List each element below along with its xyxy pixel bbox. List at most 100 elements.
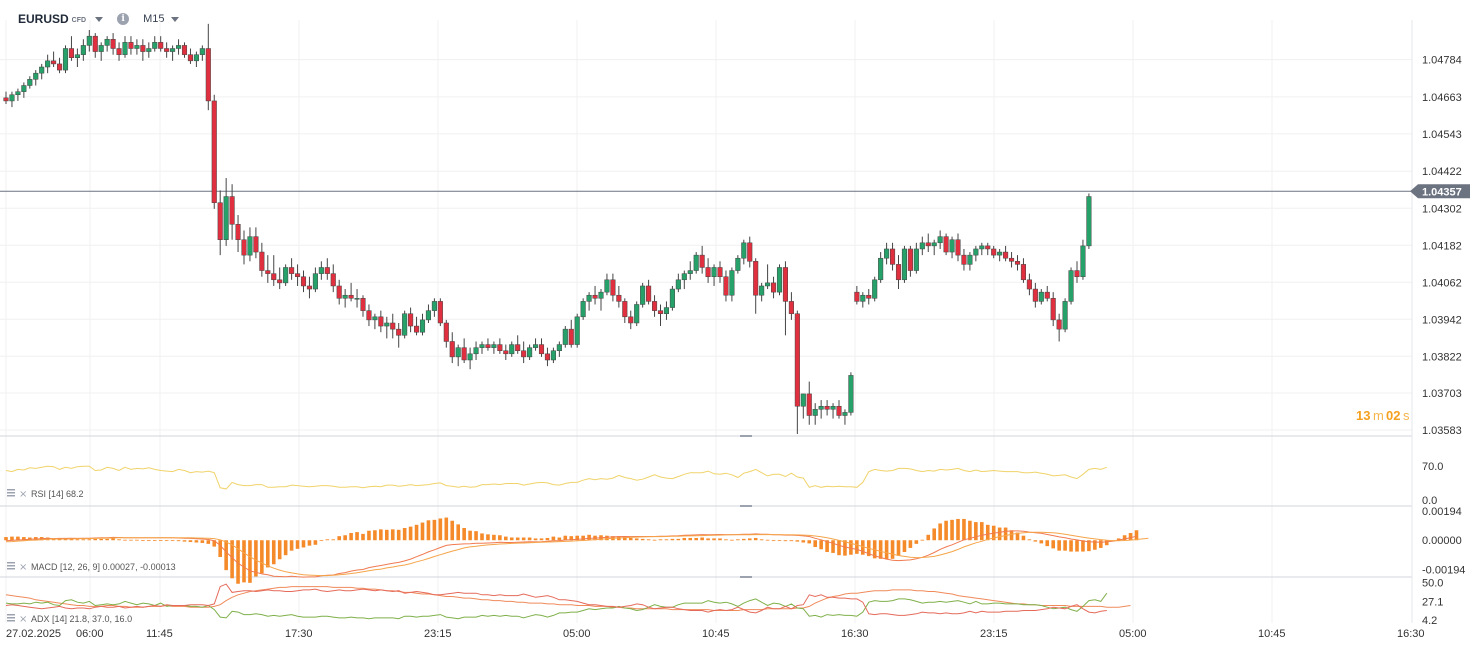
countdown-minutes: 13 bbox=[1356, 408, 1370, 423]
candle-body bbox=[937, 236, 943, 244]
candle-body bbox=[604, 279, 610, 293]
rsi-menu-icon[interactable] bbox=[7, 495, 15, 497]
candle-body bbox=[943, 236, 949, 253]
macd-histogram-bar bbox=[492, 534, 496, 541]
candle-body bbox=[901, 248, 908, 281]
panel-resize-handle[interactable] bbox=[740, 435, 752, 437]
timeframe-select[interactable]: M15 bbox=[143, 13, 165, 25]
candle bbox=[473, 341, 479, 360]
candle-body bbox=[919, 242, 925, 250]
candle bbox=[33, 70, 39, 86]
candle-body bbox=[1003, 251, 1009, 259]
candle bbox=[300, 270, 307, 293]
timeframe-chevron-down-icon[interactable] bbox=[171, 16, 180, 22]
candle bbox=[556, 341, 562, 357]
candle-body bbox=[824, 405, 830, 410]
candle-body bbox=[634, 304, 640, 324]
candle bbox=[806, 381, 812, 425]
adx-tick-label: 50.0 bbox=[1422, 577, 1443, 589]
adx-menu-icon[interactable] bbox=[7, 620, 15, 622]
macd-histogram-bar bbox=[843, 540, 847, 556]
candle-body bbox=[890, 248, 896, 265]
instrument-type-label: CFD bbox=[71, 17, 87, 24]
panel-resize-handle[interactable] bbox=[740, 576, 752, 578]
candle bbox=[181, 42, 188, 58]
candle bbox=[277, 267, 283, 290]
candle-body bbox=[366, 310, 372, 321]
candle-body bbox=[1014, 261, 1021, 265]
candle bbox=[913, 242, 919, 274]
macd-histogram-bar bbox=[884, 540, 889, 560]
candle-body bbox=[907, 248, 913, 271]
rsi-menu-icon[interactable] bbox=[7, 492, 15, 494]
macd-histogram-bar bbox=[825, 540, 829, 553]
macd-histogram-bar bbox=[563, 535, 568, 541]
macd-histogram-bar bbox=[277, 540, 282, 560]
adx-menu-icon[interactable] bbox=[7, 614, 15, 616]
rsi-close-icon[interactable]: × bbox=[19, 489, 27, 500]
candle-body bbox=[27, 79, 33, 86]
macd-histogram-bar bbox=[105, 538, 109, 541]
candle bbox=[1026, 273, 1032, 296]
candle-body bbox=[622, 301, 628, 318]
candle bbox=[348, 282, 354, 302]
candle-body bbox=[711, 267, 717, 277]
candle bbox=[497, 338, 503, 354]
macd-histogram-bar bbox=[331, 539, 336, 541]
candle-body bbox=[283, 267, 289, 284]
candle bbox=[461, 338, 467, 364]
macd-histogram-bar bbox=[664, 539, 669, 541]
candle bbox=[92, 33, 98, 58]
rsi-menu-icon[interactable] bbox=[7, 489, 15, 491]
macd-histogram-bar bbox=[527, 537, 532, 541]
candle bbox=[9, 91, 15, 108]
candle bbox=[158, 36, 164, 52]
candle bbox=[776, 264, 783, 296]
candle bbox=[372, 313, 378, 330]
candle-body bbox=[705, 267, 711, 277]
candle bbox=[687, 261, 693, 280]
macd-histogram-bar bbox=[950, 519, 954, 541]
macd-histogram-bar bbox=[742, 538, 746, 541]
macd-histogram-bar bbox=[468, 530, 472, 541]
candle bbox=[699, 245, 705, 274]
macd-histogram-bar bbox=[260, 540, 264, 574]
macd-histogram-bar bbox=[545, 537, 550, 541]
candle bbox=[866, 289, 872, 305]
macd-close-icon[interactable]: × bbox=[19, 562, 27, 573]
candle bbox=[164, 42, 170, 58]
macd-histogram-bar bbox=[349, 532, 353, 541]
macd-histogram-bar bbox=[266, 540, 270, 568]
candle bbox=[652, 295, 658, 317]
macd-histogram-bar bbox=[498, 535, 502, 541]
candle bbox=[74, 48, 80, 68]
chevron-down-icon[interactable] bbox=[95, 16, 104, 22]
info-icon[interactable]: i bbox=[117, 13, 130, 25]
candle bbox=[336, 279, 342, 305]
candle-body bbox=[646, 285, 652, 302]
macd-menu-icon[interactable] bbox=[7, 562, 15, 564]
candle-body bbox=[229, 196, 235, 225]
macd-menu-icon[interactable] bbox=[7, 565, 15, 567]
macd-histogram-bar bbox=[1051, 540, 1055, 549]
adx-close-icon[interactable]: × bbox=[19, 614, 27, 625]
countdown: 13 m 02 s bbox=[1356, 408, 1410, 423]
candle-body bbox=[259, 251, 265, 271]
symbol-label[interactable]: EURUSD bbox=[18, 12, 69, 26]
panel-resize-handle[interactable] bbox=[740, 505, 752, 507]
countdown-s: s bbox=[1403, 408, 1410, 423]
candle-body bbox=[1080, 245, 1086, 277]
candle bbox=[884, 242, 890, 265]
candle-body bbox=[1044, 291, 1050, 299]
candle bbox=[753, 258, 759, 314]
macd-menu-icon[interactable] bbox=[7, 568, 15, 570]
adx-menu-icon[interactable] bbox=[7, 617, 15, 619]
macd-histogram-bar bbox=[194, 540, 199, 543]
candle bbox=[592, 285, 598, 305]
candle-body bbox=[217, 202, 223, 240]
candle-body bbox=[324, 267, 330, 274]
candle bbox=[170, 45, 176, 61]
price-tick-label: 1.03583 bbox=[1422, 425, 1462, 437]
macd-histogram-bar bbox=[248, 540, 252, 583]
